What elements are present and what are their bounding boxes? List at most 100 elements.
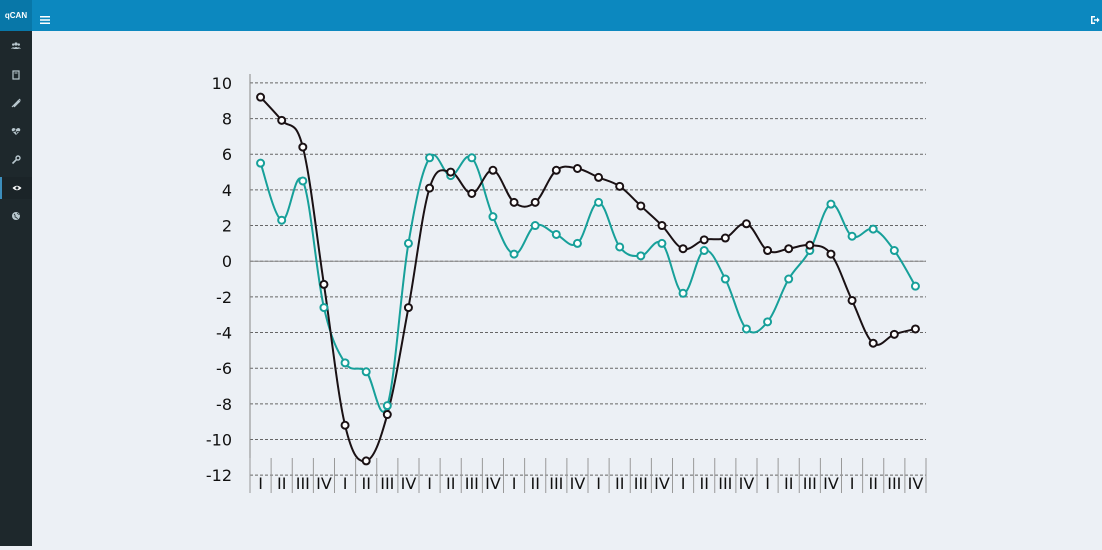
eye-icon bbox=[12, 185, 22, 191]
x-tick-label: I bbox=[343, 474, 348, 493]
data-point bbox=[826, 249, 836, 259]
data-point bbox=[361, 456, 371, 466]
data-point bbox=[467, 153, 477, 163]
x-tick-label: IV bbox=[485, 474, 501, 493]
x-tick-label: II bbox=[615, 474, 624, 493]
hamburger-icon[interactable] bbox=[40, 10, 50, 24]
data-point bbox=[319, 279, 329, 289]
data-point bbox=[256, 158, 266, 168]
x-tick-label: II bbox=[784, 474, 793, 493]
sidebar-item-syringe[interactable] bbox=[0, 92, 32, 114]
x-tick-label: I bbox=[258, 474, 263, 493]
x-tick-label: IV bbox=[570, 474, 586, 493]
data-point bbox=[784, 274, 794, 284]
x-tick-label: IV bbox=[739, 474, 755, 493]
y-tick-label: 10 bbox=[212, 74, 232, 93]
globe-icon bbox=[12, 212, 20, 220]
book-icon bbox=[12, 70, 20, 80]
data-point bbox=[488, 165, 498, 175]
data-point bbox=[382, 401, 392, 411]
data-point bbox=[572, 238, 582, 248]
x-tick-label: II bbox=[446, 474, 455, 493]
y-tick-label: 4 bbox=[222, 181, 232, 200]
data-point bbox=[910, 281, 920, 291]
x-tick-label: III bbox=[465, 474, 479, 493]
y-tick-label: -4 bbox=[216, 324, 232, 343]
data-point bbox=[805, 240, 815, 250]
data-point bbox=[615, 181, 625, 191]
x-tick-label: IV bbox=[908, 474, 924, 493]
x-tick-label: III bbox=[718, 474, 732, 493]
data-point bbox=[361, 367, 371, 377]
x-tick-label: III bbox=[380, 474, 394, 493]
x-tick-label: II bbox=[277, 474, 286, 493]
syringe-icon bbox=[11, 98, 21, 108]
data-point bbox=[488, 212, 498, 222]
x-tick-label: III bbox=[634, 474, 648, 493]
y-tick-label: -2 bbox=[216, 288, 232, 307]
x-tick-label: IV bbox=[316, 474, 332, 493]
y-tick-label: -12 bbox=[206, 466, 232, 485]
x-tick-label: III bbox=[887, 474, 901, 493]
data-point bbox=[889, 329, 899, 339]
data-point bbox=[889, 246, 899, 256]
data-point bbox=[847, 295, 857, 305]
heartbeat-icon bbox=[11, 128, 21, 135]
sidebar-item-globe[interactable] bbox=[0, 205, 32, 227]
data-point bbox=[340, 358, 350, 368]
sidebar-item-eye[interactable] bbox=[0, 177, 32, 199]
top-navbar: qCAN bbox=[0, 0, 1102, 31]
data-point bbox=[763, 246, 773, 256]
data-point bbox=[256, 92, 266, 102]
x-tick-label: IV bbox=[823, 474, 839, 493]
x-tick-label: I bbox=[681, 474, 686, 493]
data-point bbox=[741, 324, 751, 334]
x-tick-label: III bbox=[803, 474, 817, 493]
sidebar-item-heartbeat[interactable] bbox=[0, 120, 32, 142]
data-point bbox=[636, 201, 646, 211]
sidebar bbox=[0, 31, 32, 546]
sidebar-item-wrench[interactable] bbox=[0, 149, 32, 171]
data-point bbox=[298, 176, 308, 186]
data-point bbox=[572, 163, 582, 173]
x-tick-label: IV bbox=[654, 474, 670, 493]
users-icon bbox=[11, 42, 21, 49]
x-tick-label: I bbox=[596, 474, 601, 493]
x-tick-label: II bbox=[361, 474, 370, 493]
data-point bbox=[530, 197, 540, 207]
x-tick-label: II bbox=[530, 474, 539, 493]
data-point bbox=[319, 303, 329, 313]
data-point bbox=[720, 274, 730, 284]
y-tick-label: 8 bbox=[222, 110, 232, 129]
sign-out-icon[interactable] bbox=[1090, 10, 1100, 24]
y-tick-label: 2 bbox=[222, 217, 232, 236]
data-point bbox=[298, 142, 308, 152]
data-point bbox=[509, 197, 519, 207]
y-tick-label: -6 bbox=[216, 359, 232, 378]
data-point bbox=[678, 244, 688, 254]
data-point bbox=[446, 167, 456, 177]
data-point bbox=[594, 197, 604, 207]
data-point bbox=[763, 317, 773, 327]
data-point bbox=[403, 303, 413, 313]
sidebar-item-book[interactable] bbox=[0, 64, 32, 86]
data-point bbox=[784, 244, 794, 254]
data-point bbox=[868, 224, 878, 234]
series-line-0 bbox=[259, 96, 916, 463]
y-tick-label: 6 bbox=[222, 145, 232, 164]
data-point bbox=[425, 183, 435, 193]
data-point bbox=[826, 199, 836, 209]
x-tick-label: I bbox=[765, 474, 770, 493]
data-point bbox=[910, 324, 920, 334]
y-tick-label: -8 bbox=[216, 395, 232, 414]
x-tick-label: III bbox=[296, 474, 310, 493]
data-point bbox=[594, 172, 604, 182]
app-logo[interactable]: qCAN bbox=[0, 0, 32, 31]
sidebar-item-users[interactable] bbox=[0, 35, 32, 57]
wrench-icon bbox=[11, 155, 21, 165]
data-point bbox=[720, 233, 730, 243]
y-tick-label: -10 bbox=[206, 431, 232, 450]
x-tick-label: IV bbox=[401, 474, 417, 493]
